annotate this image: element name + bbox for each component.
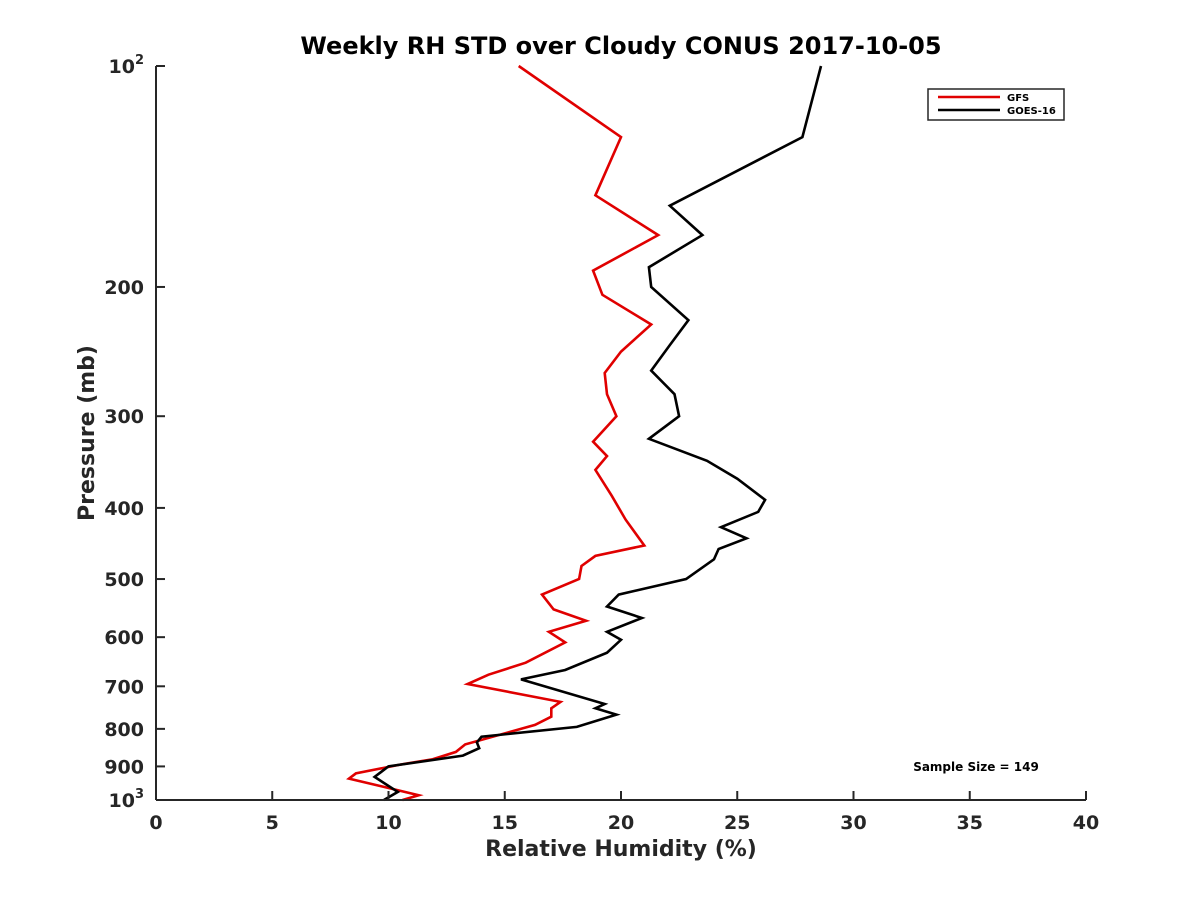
x-tick-label: 10 (375, 812, 401, 834)
x-axis-label: Relative Humidity (%) (485, 837, 757, 862)
y-ticks: 102 200 300 400 500 600 700 800 900 103 (104, 53, 165, 812)
y-tick-label: 900 (104, 756, 144, 778)
series-layer (346, 64, 823, 802)
y-tick-label: 700 (104, 676, 144, 698)
x-tick-label: 30 (840, 812, 866, 834)
x-tick-label: 5 (266, 812, 279, 834)
legend-gfs-label: GFS (1007, 93, 1029, 104)
y-tick-label: 300 (104, 406, 144, 428)
x-tick-label: 15 (492, 812, 518, 834)
x-tick-label: 40 (1073, 812, 1099, 834)
x-tick-label: 25 (724, 812, 750, 834)
y-axis-label: Pressure (mb) (75, 345, 100, 521)
sample-size-annotation: Sample Size = 149 (913, 760, 1039, 774)
y-tick-label: 600 (104, 627, 144, 649)
legend: GFS GOES-16 (927, 88, 1065, 121)
series-line-gfs (346, 64, 661, 802)
y-tick-label: 500 (104, 569, 144, 591)
y-tick-label: 400 (104, 498, 144, 520)
x-tick-label: 0 (149, 812, 162, 834)
y-tick-label: 200 (104, 277, 144, 299)
x-ticks: 0 5 10 15 20 25 30 35 40 (149, 791, 1099, 834)
x-tick-label: 20 (608, 812, 634, 834)
chart-title: Weekly RH STD over Cloudy CONUS 2017-10-… (300, 32, 941, 60)
y-tick-label: 103 (109, 787, 145, 812)
series-line-goes-16 (372, 65, 823, 802)
legend-box (927, 88, 1065, 121)
y-tick-label: 102 (109, 53, 145, 78)
y-tick-label: 800 (104, 719, 144, 741)
legend-goes16-label: GOES-16 (1007, 106, 1056, 117)
x-tick-label: 35 (957, 812, 983, 834)
